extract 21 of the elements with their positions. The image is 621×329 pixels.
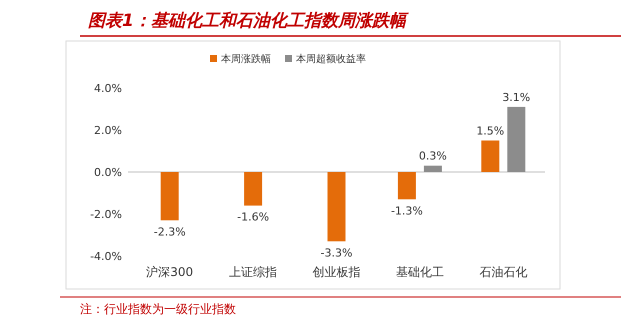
x-tick-label: 沪深300 [146,265,194,279]
chart-title: 图表1：基础化工和石油化工指数周涨跌幅 [88,11,409,31]
data-label: -1.3% [390,204,423,218]
text: 注：行业指数为一级行业指数 [80,302,236,316]
data-label: 0.3% [418,150,447,163]
data-label: -2.3% [154,225,186,238]
x-tick-label: 石油石化 [479,265,528,279]
x-tick-label: 创业板指 [312,265,360,279]
x-tick-label: 上证综指 [229,265,278,279]
data-label: -3.3% [320,246,352,260]
data-label: -1.6% [237,210,270,224]
y-tick-label: 0.0% [94,166,122,179]
x-tick-label: 基础化工 [396,265,444,279]
y-tick-label: 2.0% [94,124,122,137]
data-label: 3.1% [502,90,530,104]
y-tick-label: 4.0% [94,82,122,95]
legend-label: 本周超额收益率 [296,53,366,65]
y-tick-label: -2.0% [90,208,122,221]
legend-label: 本周涨跌幅 [221,53,271,65]
data-label: 1.5% [476,124,504,138]
y-tick-label: -4.0% [90,250,122,263]
